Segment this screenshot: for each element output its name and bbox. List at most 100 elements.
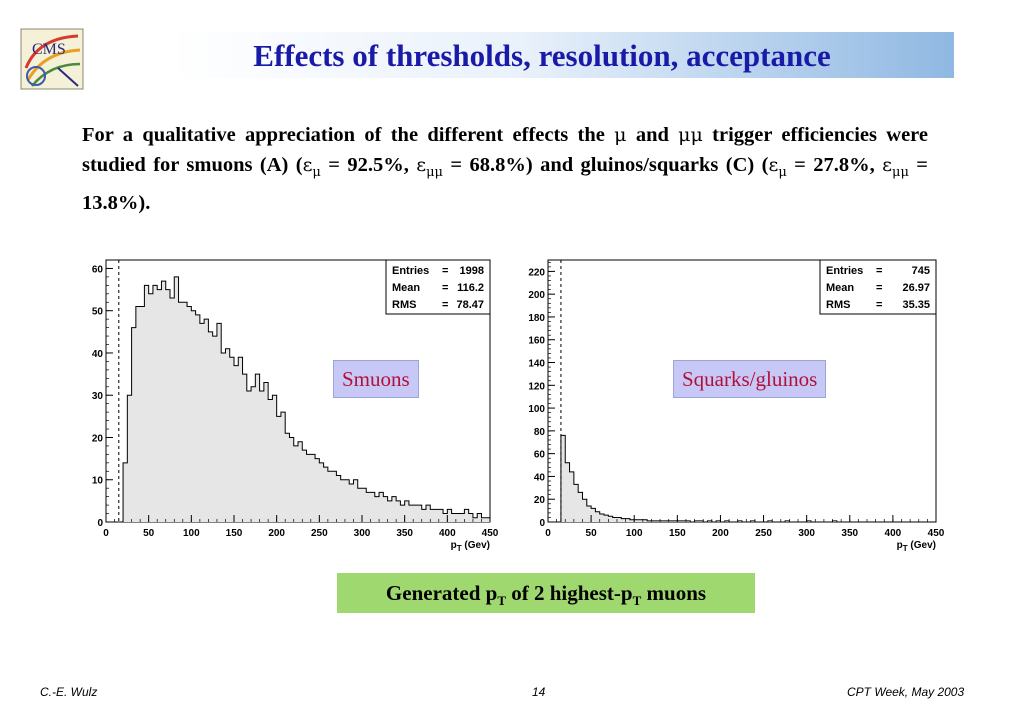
histogram-bin [716,520,721,522]
histogram-bin [208,331,213,522]
caption-sub-1: T [497,593,506,609]
histogram-bin [477,513,482,522]
x-tick-label: 0 [545,528,551,539]
histogram-bin [426,505,431,522]
histogram-bin [560,435,566,522]
histogram-bin [238,357,243,522]
histogram-bin [685,520,691,522]
histogram-bin [664,520,669,522]
histogram-bin [165,289,170,522]
histogram-bin [737,520,742,522]
histogram-bin [832,520,837,522]
histogram-bin [767,520,773,522]
x-axis-label: pT (Gev) [451,540,490,552]
histogram-bin [655,520,661,522]
histogram-bin [353,479,358,522]
x-tick-label: 300 [354,528,371,539]
histogram-bin [673,520,678,522]
epsilon-subscript: μ [778,165,787,181]
histogram-bin [276,416,281,522]
caption-text-3: muons [641,581,707,605]
x-tick-label: 100 [183,528,200,539]
histogram-bin [332,471,337,522]
squarks-gluinos-histogram: 0 20 40 60 80 100 120 140 160 180 200 220 0 50 100 150 2… [528,259,945,552]
histogram-bin [170,298,175,522]
histogram-bin [234,365,239,522]
y-tick-label: 220 [528,267,545,278]
y-tick-label: 40 [534,472,546,483]
histogram-bin [785,520,790,522]
intro-text-5: = 68.8%) and gluinos/squarks (C) ( [443,154,769,176]
x-tick-label: 400 [885,528,902,539]
histogram-bin [468,513,473,522]
stats-value: 78.47 [456,299,484,311]
stats-equals: = [442,265,448,277]
histogram-bin [387,500,392,522]
x-tick-label: 50 [586,528,598,539]
histogram-bin [612,517,617,522]
stats-label: RMS [392,299,416,311]
x-tick-label: 350 [841,528,858,539]
stats-box [385,259,491,315]
y-tick-label: 20 [534,495,546,506]
y-tick-label: 100 [528,404,545,415]
y-tick-label: 140 [528,359,545,370]
histogram-bin [127,395,132,522]
histogram-bin [140,306,145,522]
x-tick-label: 0 [103,528,109,539]
histogram-bin [327,471,333,522]
x-tick-label: 250 [755,528,772,539]
stats-value: 35.35 [902,299,930,311]
histogram-bin [430,509,435,522]
x-tick-label: 400 [439,528,456,539]
histogram-bin [182,302,188,522]
title-bar: Effects of thresholds, resolution, accep… [170,32,954,78]
epsilon-symbol: ε [768,154,779,176]
histogram-bin [694,520,699,522]
footer-event: CPT Week, May 2003 [847,685,965,699]
histogram-bin [569,471,574,522]
histogram-bin [460,513,465,522]
histogram-bin [455,513,461,522]
histogram-bin [421,509,426,522]
caption-text-1: Generated p [385,581,498,605]
histogram-bin [191,310,196,522]
histogram-bin [750,520,755,522]
histogram-bin [242,374,247,522]
y-tick-label: 40 [92,349,104,360]
intro-text-7: = 13.8%). [82,154,928,215]
mu-symbol: μ [614,124,627,146]
epsilon-symbol: ε [416,154,427,176]
stats-label: Entries [392,265,429,277]
histogram-bin [349,483,354,522]
intro-text-3: trigger efficiencies were studied for sm… [82,124,928,176]
histogram-bin [413,505,418,522]
histogram-bin [604,515,609,522]
footer-author: C.-E. Wulz [40,685,98,699]
histogram-bin [707,520,712,522]
histogram-bin [481,517,486,522]
y-tick-label: 80 [534,427,546,438]
histogram-bin [625,518,630,522]
histogram-bin [417,505,422,522]
histogram-bin [268,399,273,522]
stats-equals: = [442,299,448,311]
histogram-bin [724,520,730,522]
stats-label: RMS [826,299,850,311]
footer-page-number: 14 [532,685,546,699]
histogram-bin [319,462,324,522]
y-tick-label: 0 [539,518,545,529]
y-tick-label: 20 [92,433,104,444]
x-tick-label: 150 [669,528,686,539]
stats-equals: = [876,299,882,311]
histogram-bin [472,517,478,522]
stats-equals: = [876,282,882,294]
histogram-bin [485,517,490,522]
histogram-bin [187,306,192,522]
histogram-bin [451,513,456,522]
histogram-bin [595,511,600,522]
intro-text-2: and [626,124,679,146]
stats-label: Mean [826,282,854,294]
intro-text-1: For a qualitative appreciation of the di… [82,124,615,146]
x-tick-label: 100 [626,528,643,539]
